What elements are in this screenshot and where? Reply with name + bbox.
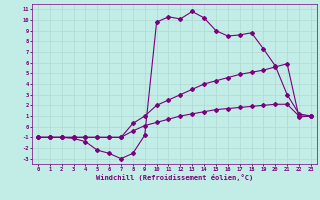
X-axis label: Windchill (Refroidissement éolien,°C): Windchill (Refroidissement éolien,°C) [96, 174, 253, 181]
